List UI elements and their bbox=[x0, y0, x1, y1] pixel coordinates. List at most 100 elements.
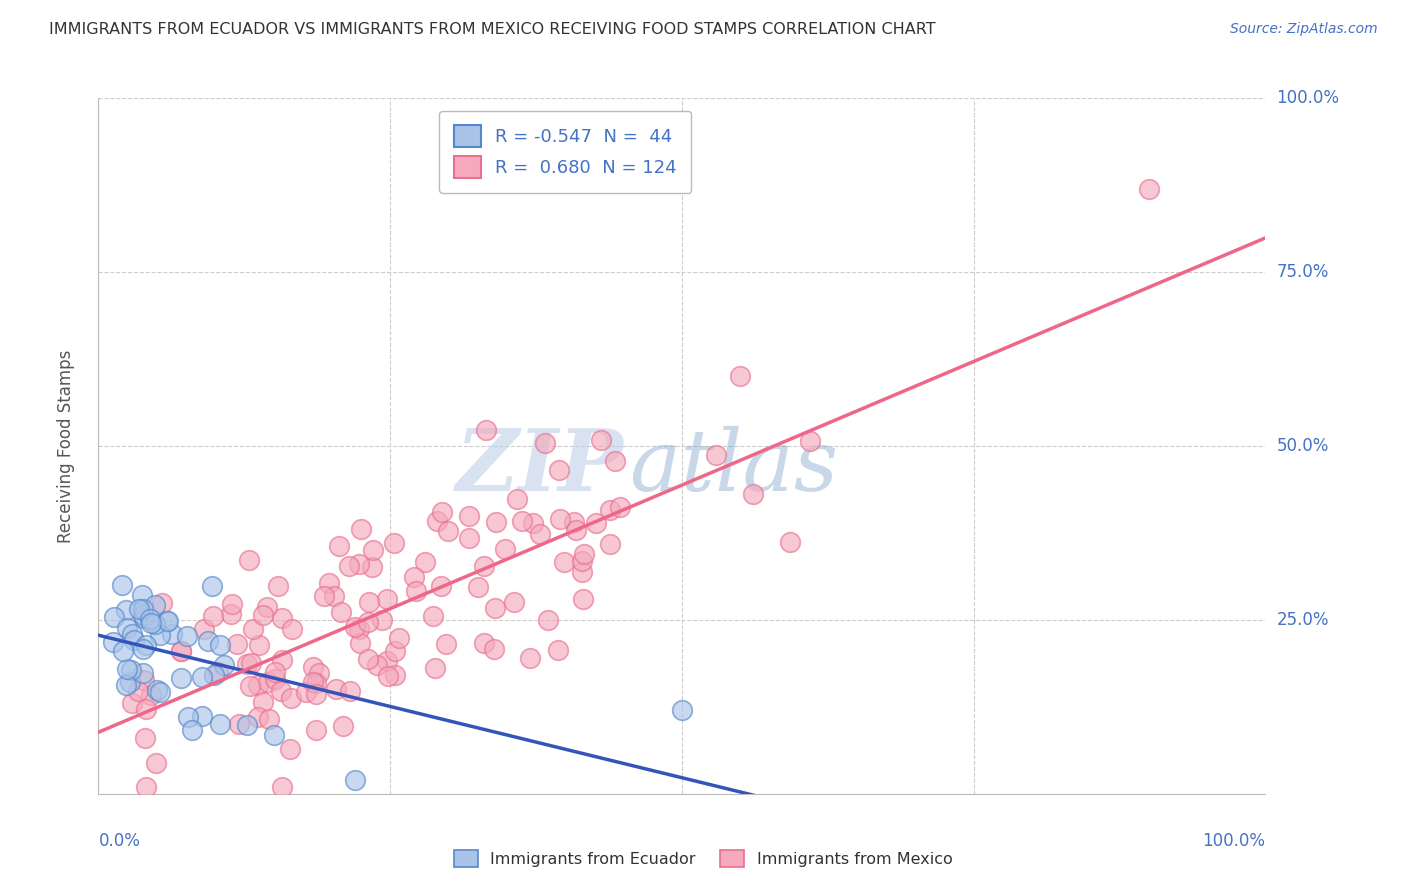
Point bbox=[103, 610, 125, 624]
Point bbox=[388, 632, 411, 646]
Point bbox=[141, 688, 163, 702]
Legend: Immigrants from Ecuador, Immigrants from Mexico: Immigrants from Ecuador, Immigrants from… bbox=[447, 844, 959, 873]
Point bbox=[170, 644, 193, 658]
Point bbox=[121, 696, 143, 710]
Point bbox=[263, 673, 285, 687]
Point bbox=[305, 723, 328, 738]
Point bbox=[149, 685, 172, 699]
Point bbox=[574, 547, 596, 561]
Point bbox=[405, 584, 427, 599]
Point bbox=[139, 615, 162, 630]
Text: 0.0%: 0.0% bbox=[98, 832, 141, 850]
Point bbox=[325, 682, 347, 697]
Point bbox=[343, 619, 366, 633]
Point bbox=[101, 635, 124, 649]
Point bbox=[534, 435, 557, 450]
Text: 50.0%: 50.0% bbox=[1277, 437, 1329, 455]
Point bbox=[434, 637, 457, 651]
Point bbox=[384, 668, 406, 682]
Text: atlas: atlas bbox=[630, 425, 838, 508]
Point bbox=[177, 710, 200, 724]
Point bbox=[467, 580, 489, 594]
Point bbox=[375, 654, 398, 668]
Point bbox=[270, 611, 292, 625]
Point bbox=[547, 643, 569, 657]
Point bbox=[437, 524, 460, 539]
Point bbox=[430, 579, 453, 593]
Point bbox=[423, 661, 446, 675]
Point bbox=[349, 558, 371, 572]
Point bbox=[548, 463, 571, 477]
Point bbox=[271, 780, 294, 794]
Point bbox=[219, 607, 242, 622]
Text: Source: ZipAtlas.com: Source: ZipAtlas.com bbox=[1230, 22, 1378, 37]
Point bbox=[236, 718, 259, 732]
Point bbox=[252, 695, 274, 709]
Point bbox=[510, 514, 533, 528]
Point bbox=[328, 539, 350, 553]
Point bbox=[430, 505, 453, 519]
Point bbox=[181, 723, 204, 737]
Point bbox=[150, 596, 173, 610]
Text: 100.0%: 100.0% bbox=[1202, 832, 1265, 850]
Point bbox=[472, 558, 495, 573]
Point bbox=[318, 575, 340, 590]
Point bbox=[197, 633, 219, 648]
Point bbox=[160, 627, 183, 641]
Point bbox=[305, 676, 328, 690]
Point bbox=[280, 690, 302, 705]
Point bbox=[1137, 181, 1160, 195]
Point bbox=[281, 622, 304, 636]
Point bbox=[457, 531, 479, 545]
Point bbox=[350, 522, 373, 536]
Point bbox=[741, 487, 763, 501]
Point bbox=[212, 658, 235, 673]
Point bbox=[114, 603, 136, 617]
Point bbox=[302, 660, 325, 674]
Point bbox=[503, 595, 526, 609]
Point bbox=[472, 636, 495, 650]
Point bbox=[252, 607, 274, 622]
Point bbox=[238, 553, 260, 567]
Point bbox=[240, 657, 263, 671]
Point bbox=[111, 643, 134, 657]
Point bbox=[170, 671, 193, 685]
Point bbox=[270, 653, 292, 667]
Point bbox=[302, 674, 325, 689]
Point bbox=[565, 523, 588, 537]
Point bbox=[207, 665, 229, 680]
Point bbox=[562, 515, 585, 529]
Point bbox=[225, 637, 247, 651]
Point bbox=[553, 555, 575, 569]
Point bbox=[458, 509, 481, 524]
Point bbox=[779, 535, 801, 549]
Point bbox=[344, 772, 367, 787]
Point bbox=[522, 516, 544, 530]
Point bbox=[128, 602, 150, 616]
Text: 25.0%: 25.0% bbox=[1277, 611, 1329, 629]
Point bbox=[117, 621, 139, 635]
Point bbox=[375, 591, 398, 606]
Point bbox=[589, 433, 612, 447]
Point bbox=[267, 579, 290, 593]
Point bbox=[124, 633, 146, 648]
Point bbox=[247, 638, 270, 652]
Point bbox=[134, 731, 156, 745]
Point bbox=[236, 657, 259, 671]
Point bbox=[482, 641, 505, 656]
Point bbox=[132, 665, 155, 680]
Point bbox=[135, 780, 157, 794]
Point bbox=[329, 606, 352, 620]
Point bbox=[572, 591, 595, 606]
Point bbox=[519, 651, 541, 665]
Point bbox=[356, 615, 378, 630]
Point bbox=[127, 684, 149, 698]
Point bbox=[332, 719, 354, 733]
Point bbox=[145, 756, 167, 770]
Point bbox=[377, 668, 399, 682]
Text: 100.0%: 100.0% bbox=[1277, 89, 1340, 107]
Point bbox=[202, 667, 225, 681]
Point bbox=[135, 638, 157, 652]
Point bbox=[132, 601, 155, 615]
Point bbox=[270, 683, 292, 698]
